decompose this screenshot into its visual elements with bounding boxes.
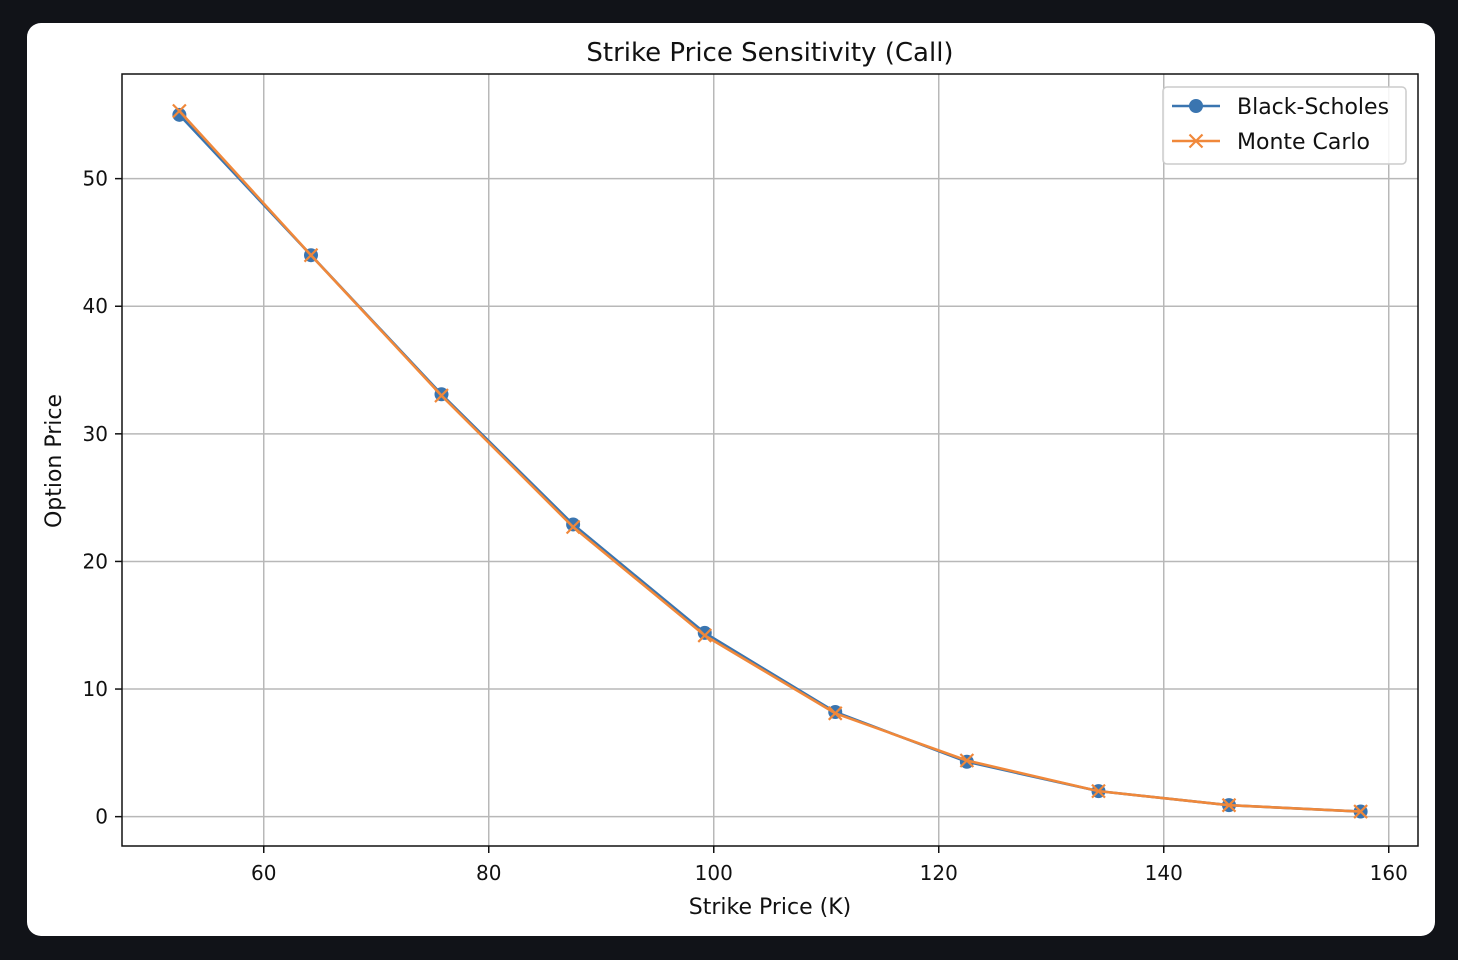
data-point-monte-carlo	[434, 388, 449, 403]
series-black-scholes	[172, 107, 1368, 819]
x-tick-label: 160	[1370, 861, 1408, 885]
plot-frame	[121, 73, 1419, 847]
data-point-black-scholes	[172, 107, 187, 122]
data-point-monte-carlo	[303, 247, 319, 263]
legend-label-monte-carlo: Monte Carlo	[1237, 130, 1370, 155]
legend-box	[1162, 86, 1407, 165]
y-tick-label: 10	[83, 677, 108, 701]
axes: 60 80 100 120 140 160 0 10 20 30 40 50	[83, 73, 1419, 885]
x-tick-label: 60	[251, 861, 276, 885]
legend-item-black-scholes: Black-Scholes	[1172, 95, 1389, 120]
y-tick-label: 40	[83, 294, 108, 318]
legend-marker-black-scholes	[1189, 99, 1203, 113]
y-tick-label: 50	[83, 167, 108, 191]
data-point-black-scholes	[566, 517, 581, 532]
data-point-monte-carlo	[1353, 804, 1368, 819]
legend-marker-monte-carlo	[1188, 133, 1204, 149]
series-line-black-scholes	[178, 113, 1361, 813]
series-monte-carlo	[172, 103, 1368, 819]
x-tick-label: 80	[476, 861, 501, 885]
y-tick-label: 30	[83, 422, 108, 446]
y-tick-label: 20	[83, 549, 108, 573]
data-point-monte-carlo	[172, 103, 187, 119]
series	[172, 103, 1368, 819]
data-point-monte-carlo	[697, 628, 713, 643]
x-axis-label: Strike Price (K)	[689, 895, 852, 920]
x-tick-label: 100	[695, 861, 733, 885]
x-tick-label: 140	[1145, 861, 1183, 885]
data-point-monte-carlo	[1221, 797, 1237, 813]
data-point-monte-carlo	[565, 519, 581, 535]
y-tick-label: 0	[95, 805, 108, 829]
data-point-monte-carlo	[959, 753, 975, 768]
series-line-monte-carlo	[178, 110, 1361, 813]
legend-label-black-scholes: Black-Scholes	[1237, 95, 1389, 120]
legend-item-monte-carlo: Monte Carlo	[1172, 130, 1370, 155]
chart-title: Strike Price Sensitivity (Call)	[586, 38, 953, 68]
data-point-monte-carlo	[1091, 783, 1106, 799]
data-point-monte-carlo	[827, 706, 843, 721]
y-axis-label: Option Price	[42, 394, 67, 528]
legend: Black-Scholes Monte Carlo	[1162, 86, 1407, 165]
chart-card	[27, 23, 1435, 936]
x-tick-label: 120	[920, 861, 958, 885]
grid	[122, 74, 1418, 846]
